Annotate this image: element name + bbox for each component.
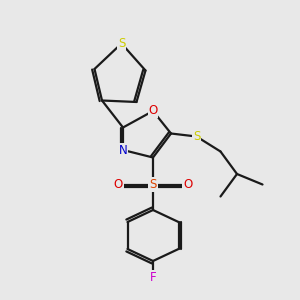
Text: S: S: [149, 178, 157, 191]
Text: N: N: [118, 143, 127, 157]
Text: S: S: [118, 37, 125, 50]
Text: O: O: [183, 178, 192, 191]
Text: O: O: [148, 104, 158, 118]
Text: O: O: [114, 178, 123, 191]
Text: S: S: [193, 130, 200, 143]
Text: F: F: [150, 271, 156, 284]
